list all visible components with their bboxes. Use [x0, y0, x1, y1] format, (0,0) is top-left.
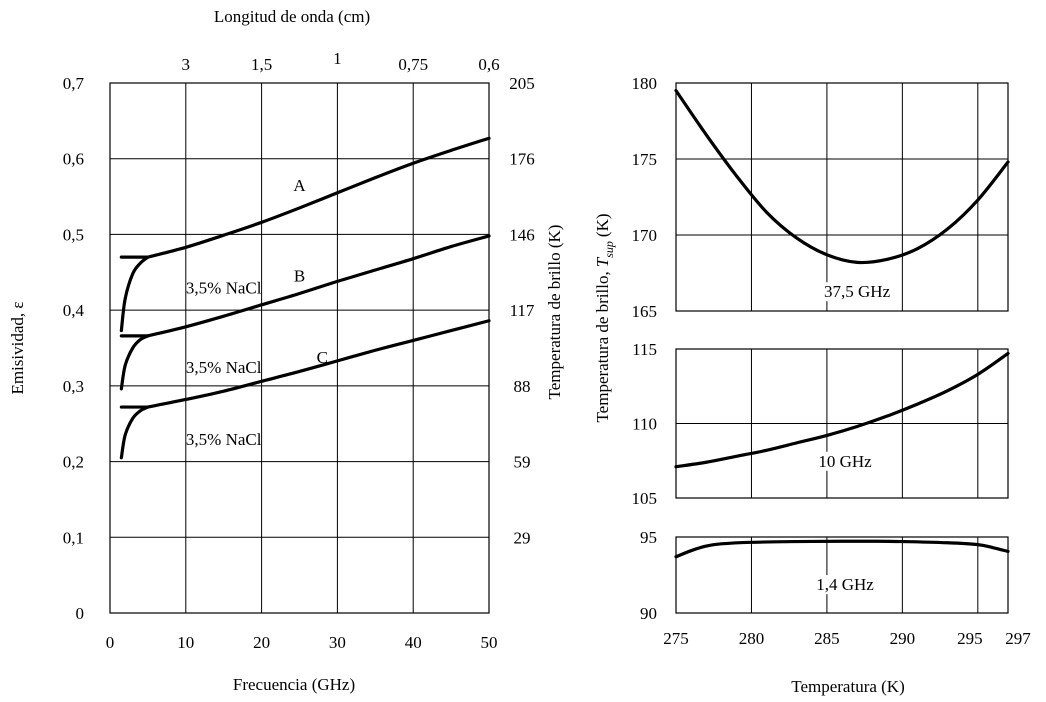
- right-series-label: 1,4 GHz: [816, 575, 874, 594]
- left-y-tick-label: 0,3: [63, 377, 84, 396]
- right-y-tick-label: 105: [632, 489, 658, 508]
- right-x-tick-label: 285: [814, 629, 840, 648]
- right-y-label-italic: T: [593, 256, 612, 267]
- left-series-label: 3,5% NaCl: [186, 430, 262, 449]
- left-y-tick-label: 0,4: [63, 301, 85, 320]
- left-y-right-tick-label: 59: [514, 453, 531, 472]
- left-top-tick-label: 0,75: [398, 55, 428, 74]
- right-series-label: 10 GHz: [818, 452, 872, 471]
- left-series-label: 3,5% NaCl: [186, 358, 262, 377]
- right-x-tick-label: 295: [957, 629, 983, 648]
- left-y-right-tick-label: 117: [510, 301, 535, 320]
- left-top-tick-label: 3: [182, 55, 191, 74]
- right-x-tick-label: 275: [663, 629, 689, 648]
- right-panel-frame: [675, 536, 1009, 614]
- left-series-C: [146, 319, 491, 409]
- right-y-tick-label: 110: [632, 415, 657, 434]
- right-x-tick-label: 290: [890, 629, 916, 648]
- left-y-right-tick-label: 146: [509, 225, 535, 244]
- emissivity-chart: 0 10 20 30 40 50 0 0,1 0,2 0,3 0,4 0,5 0,6 0,7 29 59 8…: [8, 7, 564, 694]
- left-y-right-ticks: 29 59 88 117 146 176 205: [509, 74, 535, 547]
- left-curve-labels: A B C 3,5% NaCl 3,5% NaCl 3,5% NaCl: [186, 176, 328, 449]
- left-x-tick-label: 50: [481, 633, 498, 652]
- right-series-line: [674, 351, 1010, 469]
- left-x-tick-label: 30: [329, 633, 346, 652]
- right-panel-2: 105 110 115 10 GHz: [632, 340, 1010, 508]
- left-curves: [119, 136, 491, 460]
- left-y-right-tick-label: 176: [509, 150, 535, 169]
- right-y-tick-label: 180: [632, 74, 658, 93]
- right-y-label-unit: (K): [593, 213, 612, 237]
- left-y-tick-label: 0,1: [63, 528, 84, 547]
- right-panels: 165 170 175 180 37,5 GHz 105 110 115 10 GHz 90 95 1…: [632, 74, 1010, 623]
- left-series-label: A: [293, 176, 306, 195]
- left-y-right-tick-label: 205: [509, 74, 535, 93]
- left-series-B: [146, 234, 491, 338]
- left-x-ticks: 0 10 20 30 40 50: [106, 633, 498, 652]
- right-y-axis-label: Temperatura de brillo, Tsup (K): [593, 213, 616, 422]
- left-x-tick-label: 20: [253, 633, 270, 652]
- right-y-tick-label: 170: [632, 226, 658, 245]
- right-y-tick-label: 95: [640, 528, 657, 547]
- left-top-tick-label: 1,5: [251, 55, 272, 74]
- left-y-right-tick-label: 29: [514, 528, 531, 547]
- right-panel-3: 90 95 1,4 GHz: [640, 528, 1010, 623]
- left-x-axis-label: Frecuencia (GHz): [233, 675, 355, 694]
- left-grid: [110, 83, 489, 613]
- left-x-tick-label: 0: [106, 633, 115, 652]
- left-y-tick-label: 0,2: [63, 453, 84, 472]
- left-y-tick-label: 0,7: [63, 74, 85, 93]
- left-x-tick-label: 10: [177, 633, 194, 652]
- right-x-tick-label: 297: [1005, 629, 1031, 648]
- right-panel-frame: [675, 82, 1009, 312]
- left-top-tick-label: 1: [333, 49, 342, 68]
- left-series-A: [146, 136, 491, 259]
- left-top-ticks: 3 1,5 1 0,75 0,6: [182, 49, 500, 74]
- left-y-tick-label: 0,5: [63, 225, 84, 244]
- left-top-tick-label: 0,6: [478, 55, 499, 74]
- right-series-label-bg: [816, 451, 875, 471]
- left-y-ticks: 0 0,1 0,2 0,3 0,4 0,5 0,6 0,7: [63, 74, 85, 623]
- left-top-axis-label: Longitud de onda (cm): [214, 7, 370, 26]
- left-series-label: 3,5% NaCl: [186, 278, 262, 297]
- right-series-line: [674, 89, 1010, 265]
- left-x-tick-label: 40: [405, 633, 422, 652]
- right-y-label-main: Temperatura de brillo,: [593, 271, 612, 422]
- left-y-axis-label: Emisividad, ε: [8, 301, 27, 394]
- right-x-tick-label: 280: [739, 629, 765, 648]
- right-y-tick-label: 165: [632, 302, 658, 321]
- right-series-line: [674, 539, 1010, 559]
- left-y-tick-label: 0,6: [63, 150, 84, 169]
- left-series-nacl-1: [119, 255, 150, 333]
- right-y-label-sub: sup: [602, 241, 616, 258]
- brightness-temperature-chart: 165 170 175 180 37,5 GHz 105 110 115 10 GHz 90 95 1…: [593, 74, 1031, 696]
- left-y-right-tick-label: 88: [514, 377, 531, 396]
- right-series-label: 37,5 GHz: [824, 282, 891, 301]
- left-plot-frame: [109, 82, 490, 614]
- left-y-right-axis-label: Temperatura de brillo (K): [545, 225, 564, 400]
- left-y-tick-label: 0: [76, 604, 85, 623]
- left-series-label: B: [294, 266, 305, 285]
- right-y-tick-label: 175: [632, 150, 658, 169]
- right-panel-frame: [675, 348, 1009, 499]
- right-x-ticks: 275 280 285 290 295 297: [663, 629, 1031, 648]
- right-y-tick-label: 90: [640, 604, 657, 623]
- right-x-axis-label: Temperatura (K): [791, 677, 905, 696]
- right-series-label-bg: [822, 282, 893, 302]
- right-y-tick-label: 115: [632, 340, 657, 359]
- left-series-nacl-3: [119, 405, 150, 460]
- right-panel-1: 165 170 175 180 37,5 GHz: [632, 74, 1010, 321]
- left-series-nacl-2: [119, 334, 150, 391]
- right-series-label-bg: [814, 575, 877, 595]
- left-series-label: C: [317, 348, 328, 367]
